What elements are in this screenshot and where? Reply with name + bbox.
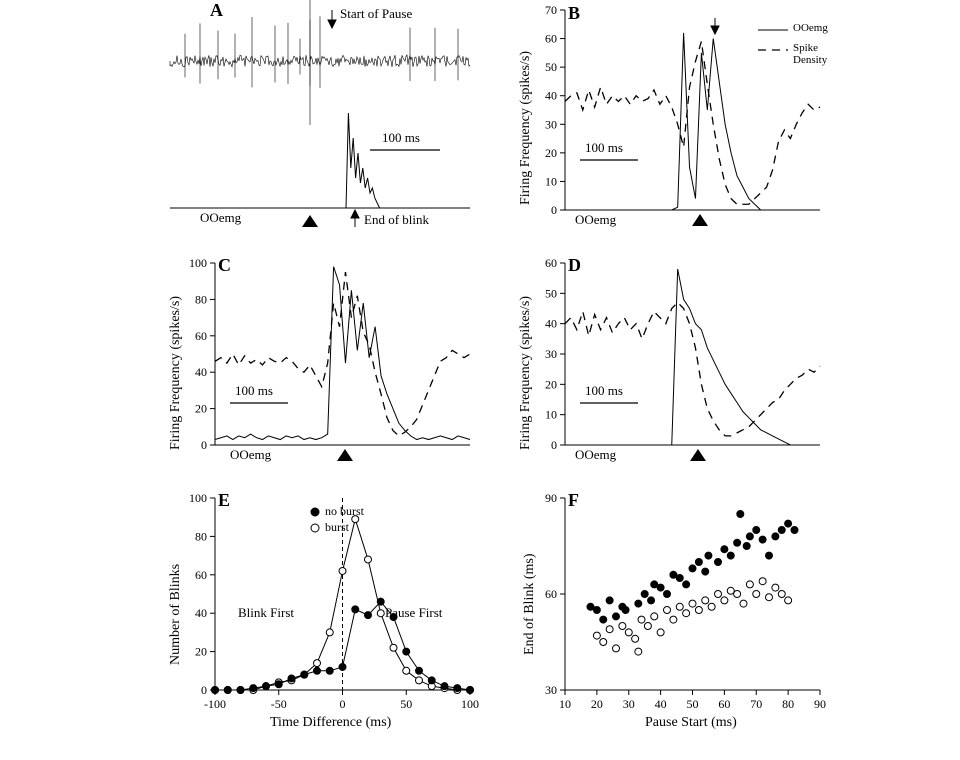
svg-text:-100: -100 xyxy=(204,697,226,711)
legend-emg-text: OOemg xyxy=(793,22,828,34)
panel-f-xlabel: Pause Start (ms) xyxy=(645,715,737,731)
svg-text:10: 10 xyxy=(545,174,557,188)
svg-text:90: 90 xyxy=(545,491,557,505)
svg-text:60: 60 xyxy=(718,697,730,711)
panel-c: C Firing Frequency (spikes/s) 0 20 40 60 80 1… xyxy=(160,255,480,465)
scale-bar-c-text: 100 ms xyxy=(235,383,273,399)
panel-d-label: D xyxy=(568,255,581,276)
svg-text:80: 80 xyxy=(782,697,794,711)
panel-f-label: F xyxy=(568,490,579,511)
ooemg-b-text: OOemg xyxy=(575,212,616,228)
svg-text:80: 80 xyxy=(195,529,207,543)
svg-text:40: 40 xyxy=(655,697,667,711)
legend-burst-marker-icon xyxy=(311,524,319,532)
panel-b-svg: 0 10 20 30 40 50 60 70 xyxy=(510,0,830,230)
ooemg-a-text: OOemg xyxy=(200,210,241,226)
panel-a-emg-trace xyxy=(170,113,469,208)
legend-density-text: Spike Density xyxy=(793,42,830,66)
svg-text:100: 100 xyxy=(461,697,479,711)
legend-noburst-text: no burst xyxy=(325,504,364,519)
svg-text:80: 80 xyxy=(195,292,207,306)
legend-noburst-marker-icon xyxy=(311,508,319,516)
svg-text:0: 0 xyxy=(201,683,207,697)
svg-text:20: 20 xyxy=(195,402,207,416)
svg-text:50: 50 xyxy=(545,60,557,74)
ooemg-d-text: OOemg xyxy=(575,447,616,463)
panel-c-label: C xyxy=(218,255,231,276)
panel-f-svg: 30 60 90 10 20 30 40 50 60 70 80 90 xyxy=(510,490,830,735)
svg-text:10: 10 xyxy=(545,408,557,422)
svg-text:60: 60 xyxy=(545,32,557,46)
ooemg-c-text: OOemg xyxy=(230,447,271,463)
end-blink-text: End of blink xyxy=(364,212,429,228)
panel-b-ylabel: Firing Frequency (spikes/s) xyxy=(518,51,534,205)
svg-text:40: 40 xyxy=(545,317,557,331)
svg-text:0: 0 xyxy=(551,203,557,217)
svg-text:40: 40 xyxy=(195,606,207,620)
stimulus-marker-b-icon xyxy=(692,214,708,226)
peak-arrow-icon xyxy=(711,18,719,34)
svg-text:20: 20 xyxy=(591,697,603,711)
svg-text:90: 90 xyxy=(814,697,826,711)
svg-text:30: 30 xyxy=(545,683,557,697)
svg-text:0: 0 xyxy=(340,697,346,711)
end-blink-arrow-icon xyxy=(351,210,359,227)
svg-text:60: 60 xyxy=(195,568,207,582)
panel-e-xlabel: Time Difference (ms) xyxy=(270,715,391,731)
legend-burst-text: burst xyxy=(325,520,349,535)
svg-text:70: 70 xyxy=(545,3,557,17)
panel-a: A Star xyxy=(160,0,480,230)
svg-text:60: 60 xyxy=(195,329,207,343)
pause-first-text: Pause First xyxy=(385,605,442,621)
panel-e: E Number of Blinks Time Difference (ms) … xyxy=(160,490,480,735)
svg-text:20: 20 xyxy=(545,146,557,160)
svg-text:50: 50 xyxy=(687,697,699,711)
svg-text:20: 20 xyxy=(545,377,557,391)
panel-e-ylabel: Number of Blinks xyxy=(168,564,184,665)
svg-text:50: 50 xyxy=(400,697,412,711)
svg-text:100: 100 xyxy=(189,491,207,505)
svg-text:100: 100 xyxy=(189,256,207,270)
svg-text:60: 60 xyxy=(545,256,557,270)
stimulus-marker-d-icon xyxy=(690,449,706,461)
svg-text:70: 70 xyxy=(750,697,762,711)
panel-a-svg xyxy=(160,0,480,230)
svg-text:10: 10 xyxy=(559,697,571,711)
svg-text:30: 30 xyxy=(623,697,635,711)
svg-text:30: 30 xyxy=(545,347,557,361)
panel-c-svg: 0 20 40 60 80 100 xyxy=(160,255,480,465)
scale-bar-d-text: 100 ms xyxy=(585,383,623,399)
scale-bar-b-text: 100 ms xyxy=(585,140,623,156)
panel-d-ylabel: Firing Frequency (spikes/s) xyxy=(518,296,534,450)
svg-text:0: 0 xyxy=(201,438,207,452)
stimulus-marker-c-icon xyxy=(337,449,353,461)
stimulus-marker-icon xyxy=(302,215,318,227)
panel-d: D Firing Frequency (spikes/s) 0 10 20 30 40 5… xyxy=(510,255,830,465)
panel-a-label: A xyxy=(210,0,223,21)
blink-first-text: Blink First xyxy=(238,605,294,621)
panel-f: F End of Blink (ms) Pause Start (ms) 30 6… xyxy=(510,490,830,735)
svg-text:40: 40 xyxy=(545,89,557,103)
figure-container: A Star xyxy=(140,0,860,740)
svg-text:20: 20 xyxy=(195,645,207,659)
scale-bar-a-text: 100 ms xyxy=(382,130,420,146)
panel-c-ylabel: Firing Frequency (spikes/s) xyxy=(168,296,184,450)
svg-text:0: 0 xyxy=(551,438,557,452)
svg-text:60: 60 xyxy=(545,587,557,601)
svg-text:40: 40 xyxy=(195,365,207,379)
start-pause-text: Start of Pause xyxy=(340,6,412,22)
svg-text:30: 30 xyxy=(545,117,557,131)
panel-b: B Firing Frequency (spikes/s) 0 10 20 30 40 5… xyxy=(510,0,830,230)
svg-text:50: 50 xyxy=(545,286,557,300)
panel-d-svg: 0 10 20 30 40 50 60 xyxy=(510,255,830,465)
svg-text:-50: -50 xyxy=(271,697,287,711)
panel-b-label: B xyxy=(568,3,580,24)
start-pause-arrow-icon xyxy=(328,10,336,28)
panel-e-label: E xyxy=(218,490,230,511)
panel-f-ylabel: End of Blink (ms) xyxy=(522,554,538,656)
